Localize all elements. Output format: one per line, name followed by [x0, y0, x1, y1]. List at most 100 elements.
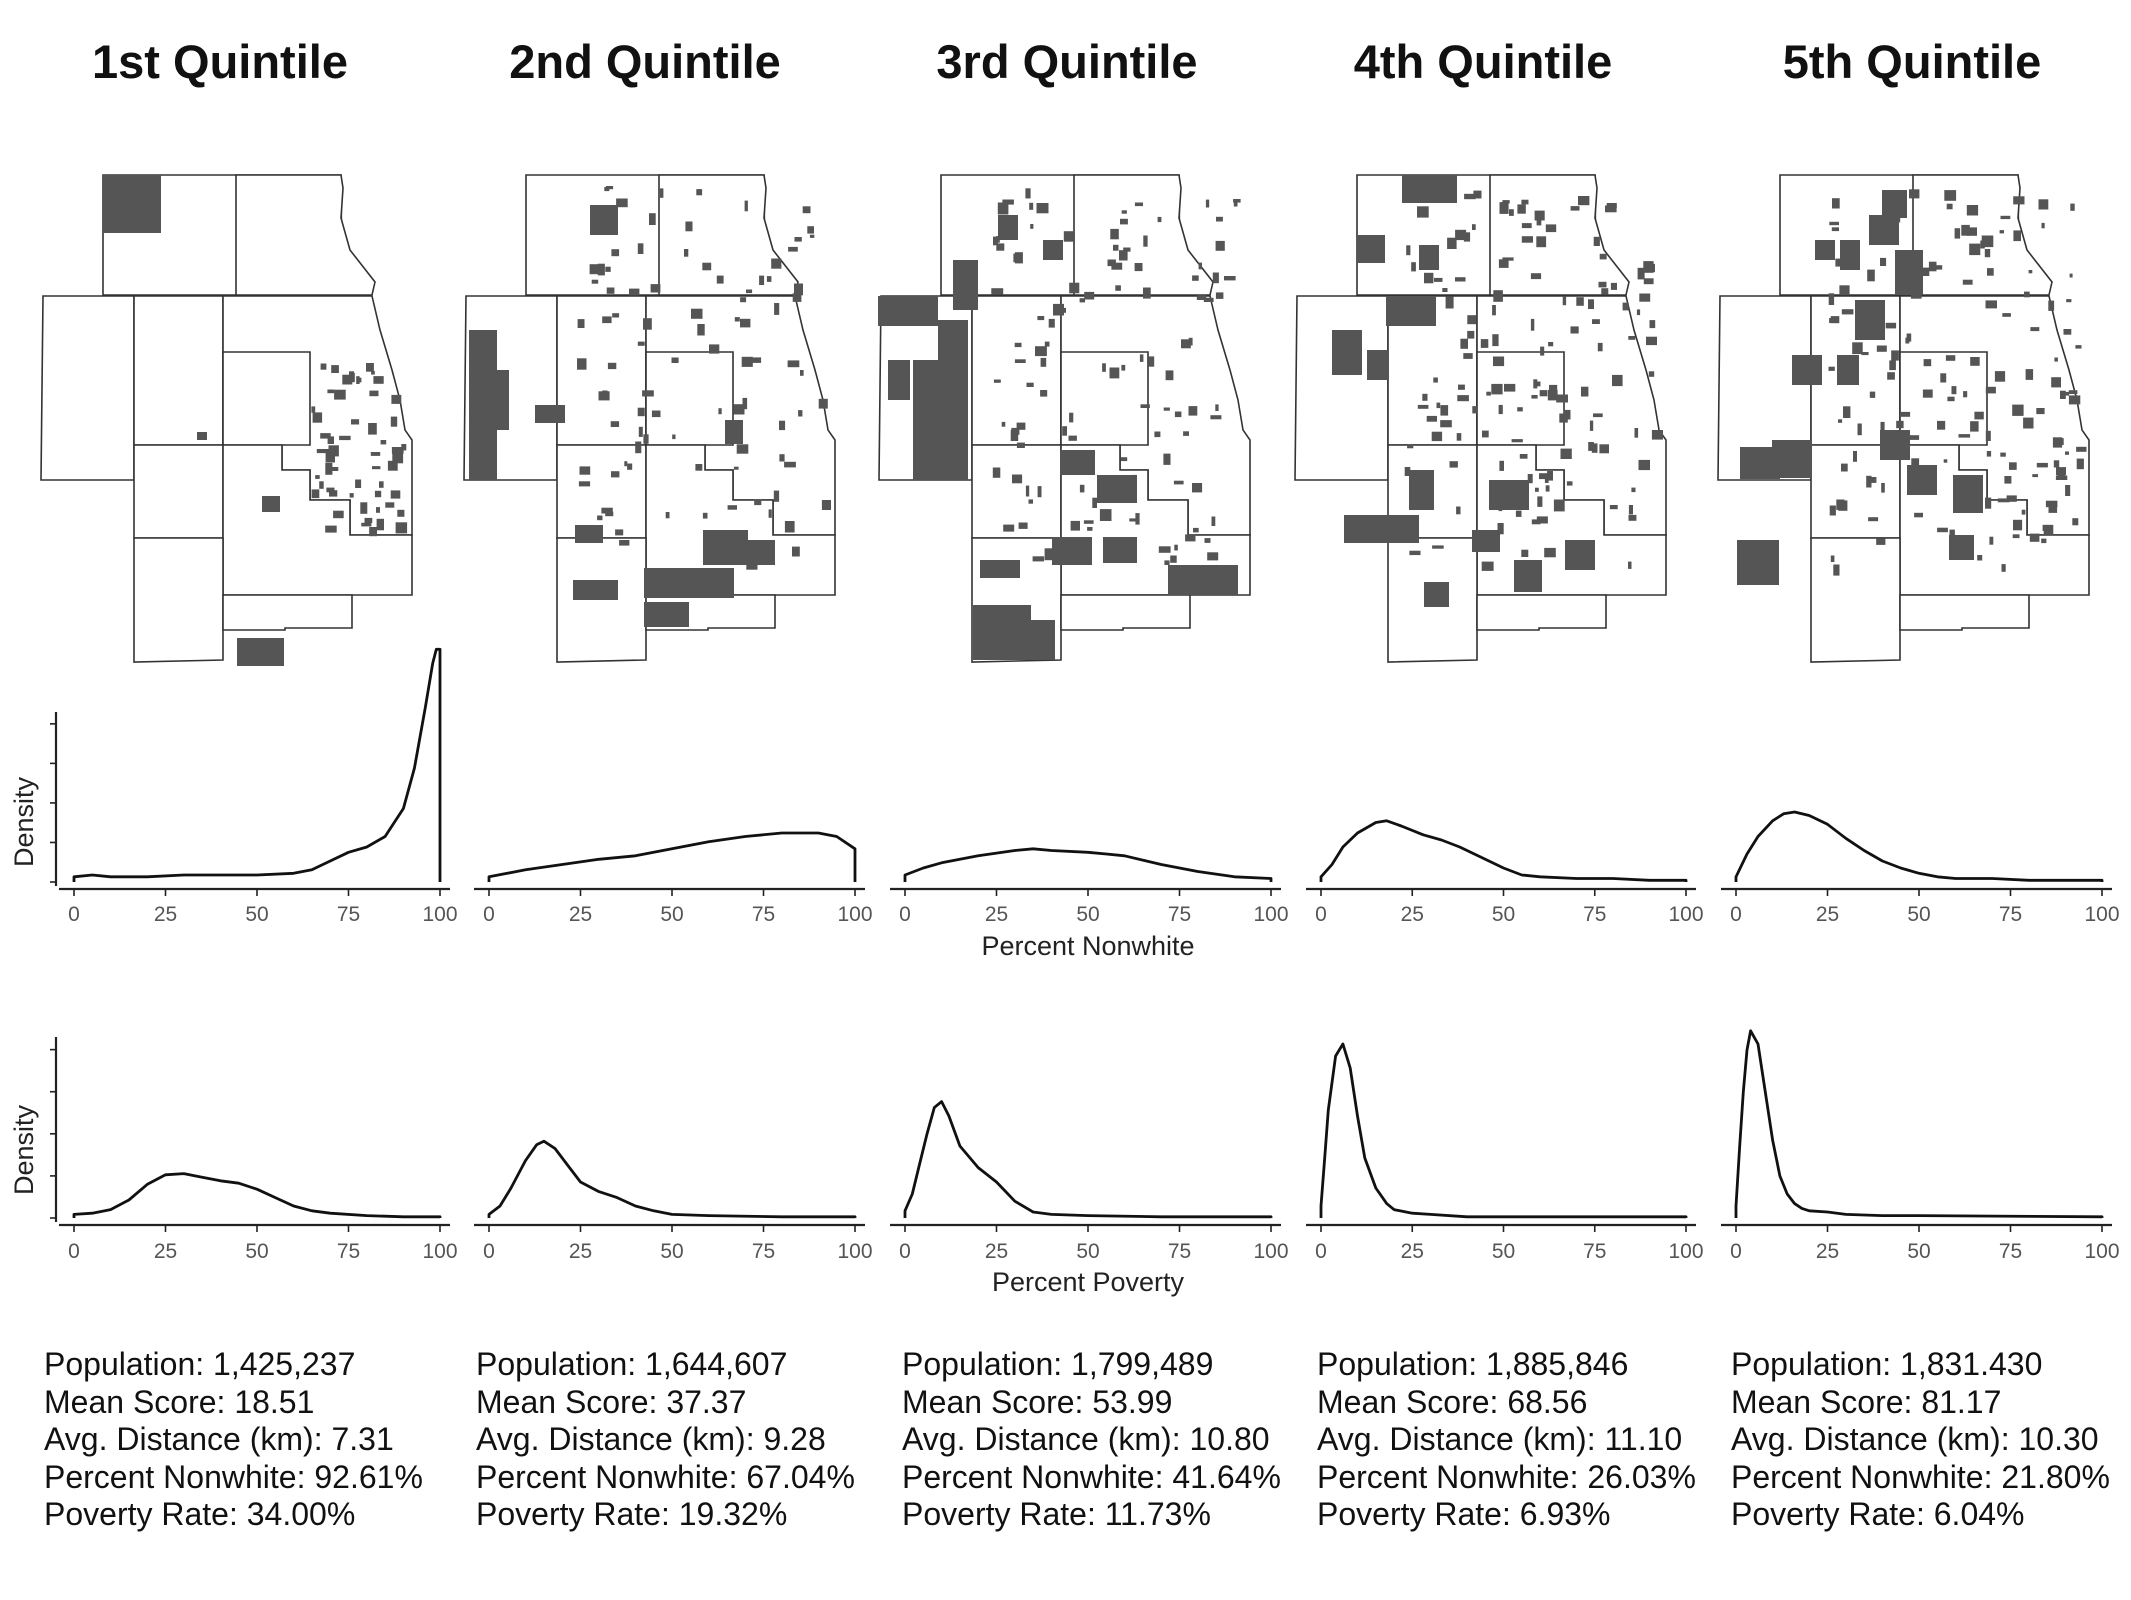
shaded-tract	[2066, 299, 2072, 303]
shaded-tract	[637, 243, 644, 254]
shaded-tract	[2068, 395, 2081, 405]
shaded-tract	[2052, 437, 2063, 448]
shaded-tract	[366, 363, 374, 372]
shaded-tract	[752, 545, 761, 554]
poverty-density-panel-5: 0 25 50 75 100	[1721, 1029, 2120, 1263]
shaded-tract	[1962, 279, 1973, 285]
nonwhite-x-tick-label: 25	[154, 903, 177, 926]
shaded-tract	[368, 423, 377, 435]
stat-population: Population: 1,425,237	[44, 1346, 356, 1382]
shaded-tracts	[469, 186, 831, 627]
shaded-tract	[638, 426, 643, 437]
shaded-tract	[1549, 384, 1558, 397]
nonwhite-density-curve-5	[1734, 810, 2104, 882]
quintile-map-2	[463, 174, 836, 663]
shaded-tract	[1216, 216, 1223, 222]
poverty-x-tick-label: 100	[422, 1240, 457, 1263]
stat-percent-nonwhite: Percent Nonwhite: 67.04%	[476, 1458, 855, 1495]
shaded-tract	[2004, 476, 2012, 484]
county-outline	[1060, 351, 1149, 446]
shaded-tract	[374, 490, 382, 498]
poverty-density-panel-4: 0 25 50 75 100	[1306, 1042, 1704, 1263]
shaded-tract	[1862, 320, 1868, 332]
shaded-tract	[602, 316, 612, 324]
nonwhite-density-panel-1: 0 25 50 75 100	[59, 647, 458, 926]
shaded-tract	[1639, 293, 1651, 302]
shaded-tract	[342, 374, 353, 385]
stat-avg-distance: Avg. Distance (km): 10.80	[902, 1421, 1270, 1457]
shaded-tract	[1828, 366, 1835, 371]
shaded-tract	[2041, 538, 2047, 544]
shaded-tract	[1417, 404, 1429, 409]
shaded-tract	[1887, 372, 1895, 380]
poverty-density-curve-4	[1319, 1042, 1688, 1219]
shaded-tract	[766, 276, 772, 282]
shaded-tract	[1947, 396, 1955, 402]
shaded-tract	[779, 454, 785, 462]
shaded-tract	[606, 186, 614, 190]
shaded-tract	[1463, 232, 1471, 242]
stat-avg-distance: Avg. Distance (km): 10.30	[1731, 1421, 2099, 1457]
shaded-tract	[1481, 561, 1494, 571]
shaded-tract	[768, 509, 772, 518]
shaded-tract	[579, 466, 591, 475]
shaded-tract	[395, 522, 408, 534]
county-outline	[133, 537, 224, 663]
quintile-title-1: 1st Quintile	[92, 35, 348, 88]
stat-avg-distance: Avg. Distance (km): 7.31	[44, 1421, 394, 1457]
shaded-tract	[2030, 327, 2040, 332]
shaded-tract	[1585, 540, 1593, 548]
shaded-tract	[1498, 506, 1503, 512]
shaded-tract	[1123, 247, 1131, 252]
shaded-tract	[1102, 363, 1106, 372]
poverty-x-tick-label: 75	[1999, 1240, 2022, 1263]
shaded-tract	[1447, 237, 1457, 249]
shaded-tract	[1895, 250, 1923, 295]
shaded-tract	[2002, 313, 2011, 317]
shaded-tract	[1409, 550, 1421, 556]
shaded-tract	[1593, 236, 1600, 246]
shaded-tract	[1540, 346, 1545, 356]
nonwhite-density-curve-1	[72, 647, 442, 882]
nonwhite-x-axis-title: Percent Nonwhite	[981, 931, 1194, 961]
shaded-tract	[327, 436, 334, 444]
shaded-tract	[1069, 282, 1080, 294]
shaded-tract	[1163, 407, 1170, 411]
shaded-tract	[1911, 458, 1920, 469]
shaded-tract	[1636, 309, 1641, 316]
stat-avg-distance: Avg. Distance (km): 11.10	[1317, 1421, 1683, 1457]
county-outline	[1810, 537, 1901, 663]
shaded-tract	[1464, 193, 1476, 200]
nonwhite-density-panel-4: 0 25 50 75 100	[1306, 819, 1704, 926]
shaded-tract	[1210, 415, 1222, 420]
shaded-tract	[992, 467, 1001, 478]
shaded-tract	[1514, 560, 1542, 592]
poverty-x-tick-label: 25	[1401, 1240, 1424, 1263]
shaded-tract	[1559, 413, 1568, 423]
shaded-tract	[1521, 223, 1532, 229]
shaded-tract	[1531, 519, 1541, 525]
shaded-tract	[2076, 446, 2087, 452]
shaded-tract	[1215, 292, 1224, 299]
shaded-tract	[1914, 512, 1923, 518]
shaded-tract	[1121, 457, 1128, 462]
shaded-tract	[390, 416, 398, 427]
shaded-tract	[1881, 483, 1885, 493]
shaded-tract	[671, 357, 679, 363]
shaded-tract	[1407, 444, 1414, 449]
stat-population: Population: 1,644,607	[476, 1346, 788, 1382]
poverty-x-tick-label: 75	[752, 1240, 775, 1263]
shaded-tract	[2029, 533, 2040, 542]
shaded-tract	[1999, 230, 2004, 234]
shaded-tract	[2072, 518, 2079, 526]
shaded-tract	[1937, 420, 1946, 430]
shaded-tract	[1016, 422, 1026, 430]
shaded-tract	[665, 512, 670, 519]
shaded-tract	[1737, 540, 1779, 585]
shaded-tract	[2013, 230, 2021, 242]
shaded-tract	[1638, 459, 1650, 471]
shaded-tract	[2048, 502, 2058, 513]
shaded-tract	[1610, 282, 1617, 290]
quintile-maps	[40, 174, 2090, 666]
